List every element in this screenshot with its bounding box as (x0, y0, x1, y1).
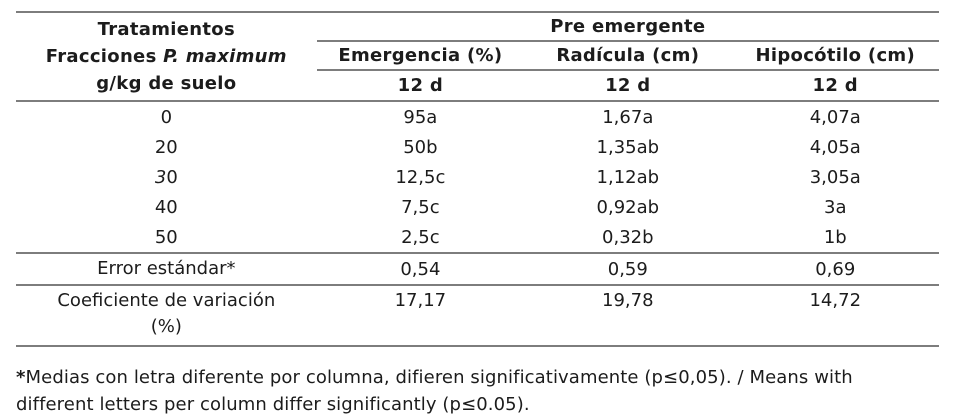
value-cell: 3,05a (809, 166, 861, 188)
footnote: *Medias con letra diferente por columna,… (16, 364, 932, 416)
table-row: 0 95a 1,67a 4,07a (16, 101, 939, 132)
treatment-cell: 0 (160, 106, 173, 128)
period-header-hipocotilo: 12 d (731, 70, 939, 102)
column-header-radicula: Radícula (cm) (524, 41, 732, 71)
summary-label-cell: Coeficiente de variación (%) (16, 285, 317, 347)
treatment-cell: 30 (154, 166, 178, 188)
treatment-cell: 20 (154, 136, 178, 158)
group-header: Pre emergente (316, 11, 939, 42)
summary-value-cell: 0,54 (316, 253, 525, 286)
column-header-hipocotilo: Hipocótilo (cm) (731, 41, 939, 71)
value-cell: 1b (731, 222, 939, 254)
table-row: 40 7,5c 0,92ab 3a (16, 192, 939, 222)
value-cell: 7,5c (401, 196, 440, 218)
value-cell: 4,05a (809, 136, 861, 158)
summary-row: Error estándar* 0,54 0,59 0,69 (16, 253, 939, 286)
summary-label-cell: Error estándar* (16, 253, 317, 286)
corner-line-1: Tratamientos (97, 19, 235, 40)
value-cell: 0,32b (524, 222, 732, 254)
table-row: 20 50b 1,35ab 4,05a (16, 132, 939, 162)
table-row: 50 2,5c 0,32b 1b (16, 222, 939, 254)
summary-value-cell: 0,59 (524, 253, 732, 286)
table-row: 30 12,5c 1,12ab 3,05a (16, 162, 939, 192)
species-name: P. maximum (163, 46, 287, 67)
footnote-asterisk: * (16, 367, 26, 388)
value-cell: 95a (403, 106, 438, 128)
value-cell: 1,35ab (596, 136, 660, 158)
period-header-emergencia: 12 d (316, 70, 525, 102)
treatment-cell: 40 (154, 196, 178, 218)
table-header: Tratamientos Fracciones P. maximum g/kg … (16, 11, 939, 102)
summary-value-cell: 17,17 (316, 285, 525, 347)
table-summary: Error estándar* 0,54 0,59 0,69 Coeficiente d… (16, 253, 939, 347)
summary-value-cell: 0,69 (731, 253, 939, 286)
value-cell: 1,12ab (596, 166, 660, 188)
value-cell: 12,5c (395, 166, 446, 188)
value-cell: 2,5c (316, 222, 525, 254)
corner-line-2: Fracciones P. maximum (45, 46, 287, 67)
value-cell: 3a (824, 196, 847, 218)
value-cell: 0,92ab (596, 196, 660, 218)
value-cell: 50b (403, 136, 438, 158)
summary-value-cell: 19,78 (524, 285, 732, 347)
value-cell: 4,07a (809, 106, 861, 128)
corner-line-3: g/kg de suelo (96, 73, 237, 94)
summary-value-cell: 14,72 (731, 285, 939, 347)
corner-header: Tratamientos Fracciones P. maximum g/kg … (16, 11, 317, 102)
treatment-cell: 50 (16, 222, 317, 254)
value-cell: 1,67a (602, 106, 654, 128)
footnote-text: Medias con letra diferente por columna, … (16, 367, 853, 415)
summary-row: Coeficiente de variación (%) 17,17 19,78 14… (16, 285, 939, 347)
results-table: Tratamientos Fracciones P. maximum g/kg … (16, 11, 939, 347)
table-body: 0 95a 1,67a 4,07a 20 50b 1,35ab 4,05a 30 12,5c 1,1… (16, 101, 939, 254)
column-header-emergencia: Emergencia (%) (316, 41, 525, 71)
period-header-radicula: 12 d (524, 70, 732, 102)
